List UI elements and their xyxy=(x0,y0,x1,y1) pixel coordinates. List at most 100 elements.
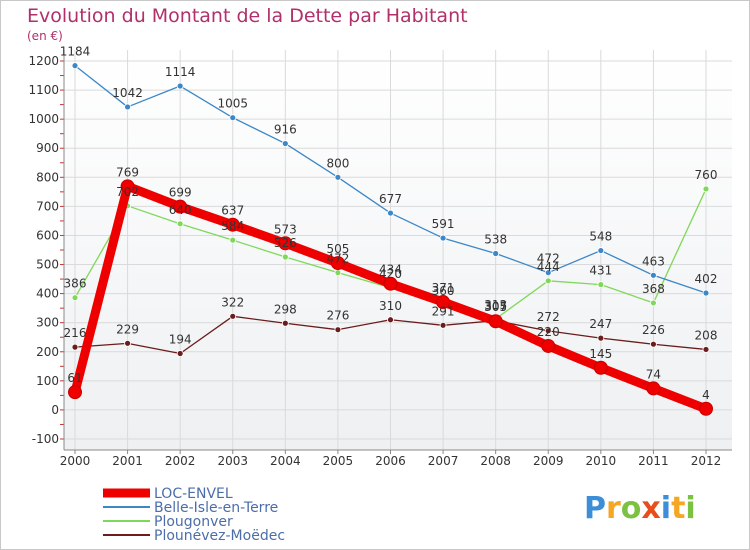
data-label: 463 xyxy=(642,254,665,268)
y-tick-label: 700 xyxy=(36,199,59,213)
data-label: 216 xyxy=(64,326,87,340)
data-point xyxy=(383,276,398,291)
data-label: 591 xyxy=(432,217,455,231)
legend-label: Belle-Isle-en-Terre xyxy=(154,500,278,516)
data-point xyxy=(229,236,237,244)
data-point xyxy=(71,62,79,70)
data-label: 360 xyxy=(432,284,455,298)
legend-label: Plougonver xyxy=(154,514,233,530)
data-label: 368 xyxy=(642,282,665,296)
data-point xyxy=(544,327,552,335)
y-tick-label: 900 xyxy=(36,141,59,155)
series-layer xyxy=(68,62,713,416)
data-label: 800 xyxy=(326,156,349,170)
data-labels: 216 229 194 322 298 276 310 291 307 272 247 226 208 3… xyxy=(60,45,718,402)
data-label: 194 xyxy=(169,333,192,347)
y-tick-label: 300 xyxy=(36,316,59,330)
y-tick-label: 0 xyxy=(51,403,59,417)
data-label: 420 xyxy=(379,267,402,281)
data-point xyxy=(593,360,608,375)
logo-letter: i xyxy=(661,491,671,526)
data-label: 229 xyxy=(116,322,139,336)
y-tick-label: 400 xyxy=(36,287,59,301)
x-tick-label: 2004 xyxy=(270,454,301,468)
data-label: 74 xyxy=(646,367,661,381)
data-point xyxy=(173,199,188,214)
data-point xyxy=(702,185,710,193)
data-point xyxy=(544,269,552,277)
data-label: 1042 xyxy=(112,86,143,100)
data-point xyxy=(597,247,605,254)
data-label: 677 xyxy=(379,192,402,206)
data-label: 573 xyxy=(274,222,297,236)
data-label: 61 xyxy=(67,371,82,385)
data-point xyxy=(439,321,447,329)
x-tick-label: 2005 xyxy=(323,454,354,468)
data-label: 298 xyxy=(274,302,297,316)
logo-letter: t xyxy=(671,491,685,526)
x-tick-label: 2000 xyxy=(60,454,91,468)
data-point xyxy=(646,381,661,396)
logo-letter: r xyxy=(606,491,621,526)
data-label: 310 xyxy=(379,299,402,313)
data-point xyxy=(278,236,293,251)
data-label: 472 xyxy=(537,252,560,266)
data-label: 247 xyxy=(589,317,612,331)
data-label: 434 xyxy=(379,263,402,277)
data-label: 640 xyxy=(169,203,192,217)
data-label: 208 xyxy=(695,328,718,342)
data-label: 291 xyxy=(432,304,455,318)
logo-letter: P xyxy=(584,491,606,526)
data-point xyxy=(120,179,135,194)
data-label: 699 xyxy=(169,186,192,200)
data-label: 769 xyxy=(116,165,139,179)
data-label: 322 xyxy=(221,295,244,309)
data-label: 276 xyxy=(326,309,349,323)
data-point xyxy=(176,82,184,90)
x-tick-label: 2010 xyxy=(586,454,617,468)
data-point xyxy=(71,294,79,302)
y-tick-label: 1000 xyxy=(28,112,59,126)
x-tick-label: 2006 xyxy=(375,454,406,468)
data-point xyxy=(176,350,184,357)
x-tick-label: 2011 xyxy=(638,454,669,468)
y-tick-label: -100 xyxy=(32,432,59,446)
data-point xyxy=(702,289,710,297)
x-tick-label: 2002 xyxy=(165,454,196,468)
data-label: 4 xyxy=(702,388,710,402)
data-point xyxy=(124,339,131,347)
x-tick-label: 2007 xyxy=(428,454,459,468)
logo-letter: o xyxy=(621,491,642,526)
data-label: 505 xyxy=(326,242,349,256)
data-point xyxy=(650,299,657,307)
logo-text: Proxiti xyxy=(584,491,696,526)
x-tick-label: 2001 xyxy=(112,454,143,468)
data-point xyxy=(702,346,710,353)
y-tick-label: 1200 xyxy=(28,54,59,68)
data-label: 548 xyxy=(589,230,612,244)
data-label: 386 xyxy=(64,277,87,291)
data-label: 760 xyxy=(695,168,718,182)
data-label: 1114 xyxy=(165,65,196,79)
data-label: 1005 xyxy=(217,97,248,111)
y-tick-label: 600 xyxy=(36,228,59,242)
data-point xyxy=(439,234,447,242)
data-point xyxy=(387,209,394,217)
legend-label: Plounévez-Moëdec xyxy=(154,528,285,544)
proxiti-logo: Proxiti xyxy=(584,491,696,526)
data-label: 702 xyxy=(116,185,139,199)
data-point xyxy=(597,334,605,342)
data-label: 538 xyxy=(484,232,507,246)
data-point xyxy=(492,250,500,257)
data-label: 313 xyxy=(484,298,507,312)
data-point xyxy=(436,295,451,310)
data-point xyxy=(597,281,605,289)
data-label: 526 xyxy=(274,236,297,250)
legend-label: LOC-ENVEL xyxy=(154,486,233,502)
data-label: 402 xyxy=(695,272,718,286)
data-point xyxy=(176,220,184,228)
plot-area xyxy=(64,50,732,450)
data-point xyxy=(124,103,131,111)
unit-label: (en €) xyxy=(27,29,63,43)
